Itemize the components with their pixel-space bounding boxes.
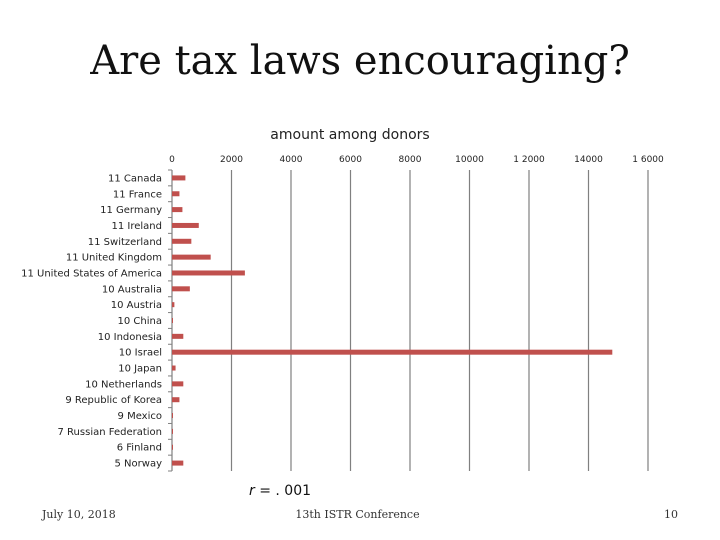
bar <box>172 175 186 181</box>
x-tick-label: 1 2000 <box>513 155 545 165</box>
category-label: 9 Mexico <box>118 411 162 422</box>
gridlines <box>230 170 649 471</box>
category-labels: 11 Canada 11 France 11 Germany 11 Ireland 11… <box>21 173 162 469</box>
y-axis <box>168 169 173 472</box>
category-label: 10 Japan <box>118 364 162 375</box>
footer-conference: 13th ISTR Conference <box>295 508 420 521</box>
bar <box>172 222 199 228</box>
category-label: 11 Ireland <box>112 221 163 232</box>
x-tick-label: 10000 <box>455 155 484 165</box>
category-label: 10 Austria <box>111 300 162 311</box>
correlation-symbol: r <box>248 483 255 499</box>
category-label: 5 Norway <box>115 459 163 470</box>
bar <box>172 207 183 213</box>
category-label: 7 Russian Federation <box>58 427 162 438</box>
x-tick-label: 0 <box>169 155 175 165</box>
bar <box>172 254 211 260</box>
bar <box>172 191 180 197</box>
category-label: 11 Germany <box>100 205 162 216</box>
bar <box>172 238 192 244</box>
bar <box>172 333 184 339</box>
category-label: 10 Netherlands <box>85 379 162 390</box>
x-tick-label: 1 6000 <box>632 155 664 165</box>
category-label: 10 Indonesia <box>98 332 162 343</box>
category-label: 6 Finland <box>117 443 162 454</box>
bar <box>172 286 190 292</box>
category-label: 11 United Kingdom <box>66 253 162 264</box>
category-label: 11 Canada <box>108 173 162 184</box>
footer-date: July 10, 2018 <box>42 508 116 521</box>
bar <box>172 381 184 387</box>
correlation-note: r = . 001 <box>0 483 560 499</box>
bar <box>172 428 173 434</box>
x-tick-label: 4000 <box>280 155 303 165</box>
category-label: 11 Switzerland <box>88 237 162 248</box>
x-tick-label: 8000 <box>399 155 422 165</box>
bar <box>172 302 175 308</box>
bar <box>172 365 176 371</box>
category-label: 9 Republic of Korea <box>65 395 162 406</box>
bar <box>172 270 245 276</box>
bar <box>172 460 184 466</box>
x-tick-label: 14000 <box>574 155 603 165</box>
page-number: 10 <box>664 508 678 521</box>
slide-title: Are tax laws encouraging? <box>90 38 630 84</box>
bars <box>172 175 613 466</box>
category-label: 11 United States of America <box>21 268 162 279</box>
bar <box>172 444 173 450</box>
x-tick-label: 6000 <box>339 155 362 165</box>
category-label: 11 France <box>113 189 162 200</box>
x-tick-label: 2000 <box>220 155 243 165</box>
chart-title: amount among donors <box>270 127 429 143</box>
x-axis-ticks: 0 2000 4000 6000 8000 10000 1 2000 14000 1 6000 <box>169 155 664 165</box>
category-label: 10 Israel <box>119 348 162 359</box>
bar <box>172 318 173 323</box>
bar <box>172 349 613 355</box>
correlation-value: = . 001 <box>259 483 312 499</box>
category-label: 10 Australia <box>102 284 162 295</box>
category-label: 10 China <box>118 316 162 327</box>
bar <box>172 413 173 419</box>
bar-chart: amount among donors 0 2000 4000 6000 8000 100… <box>21 127 664 472</box>
bar <box>172 397 180 403</box>
